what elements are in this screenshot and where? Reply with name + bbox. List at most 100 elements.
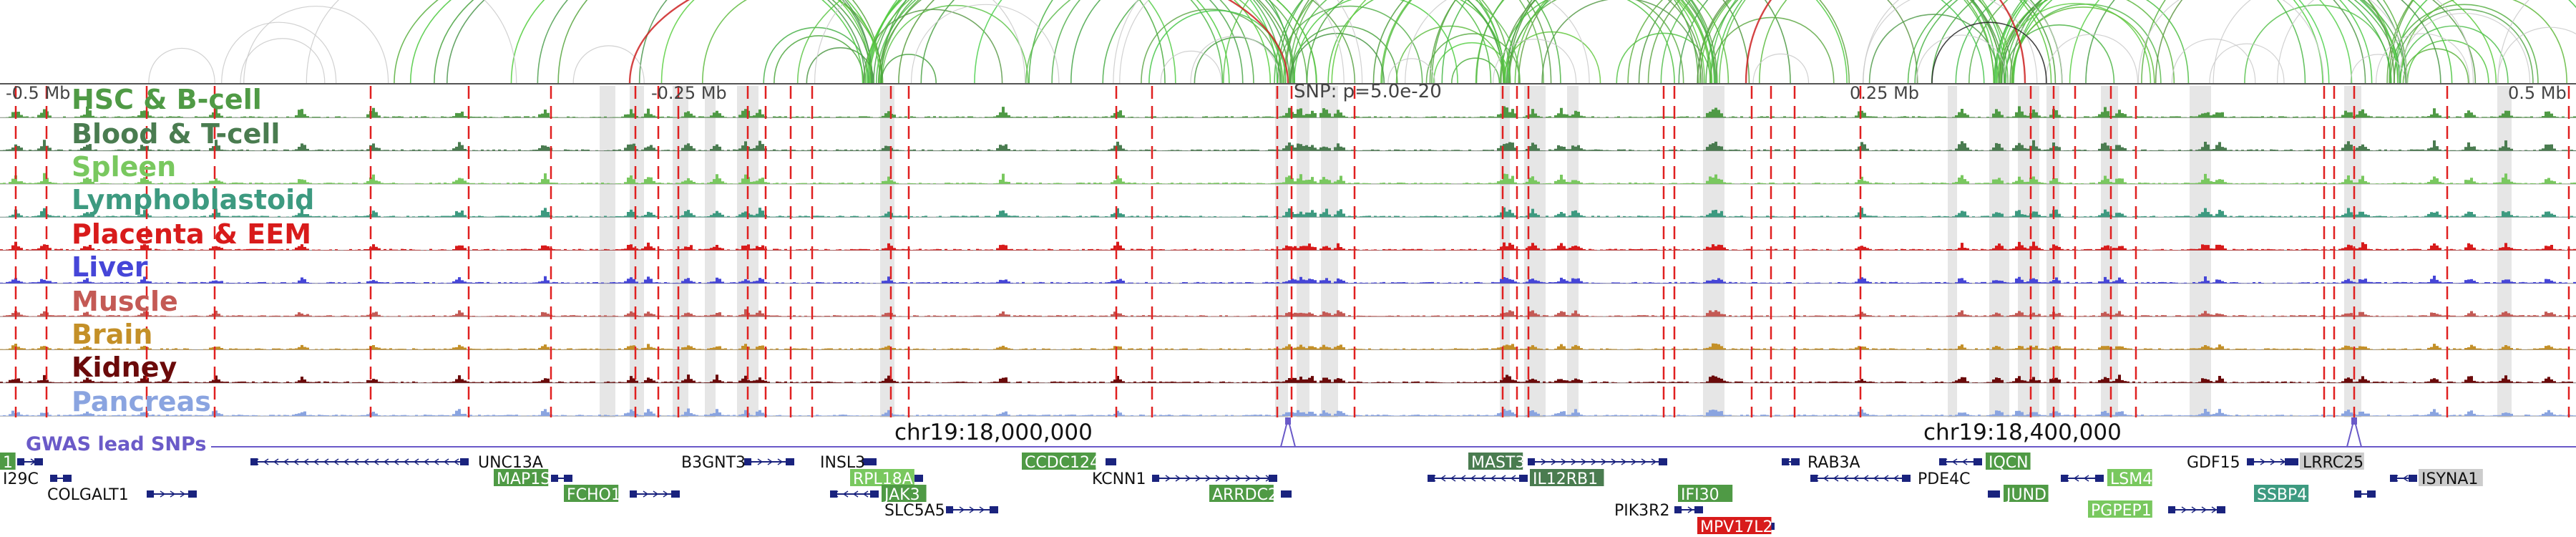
signal-track-fill (0, 374, 2576, 383)
track-label-pancreas: Pancreas (72, 386, 211, 417)
gene-pik3r2[interactable]: PIK3R2 (1614, 502, 1703, 520)
interaction-arc (2004, 0, 2190, 84)
interaction-arc (1293, 0, 1458, 84)
gene-arrdc2[interactable]: ARRDC2 (1209, 485, 1292, 504)
interaction-arc (1277, 5, 1423, 84)
interaction-arc (1119, 0, 1345, 84)
gene-label: MPV17L2 (1700, 518, 1773, 536)
strand-arrow (969, 506, 975, 513)
interaction-arc (2045, 34, 2139, 84)
interaction-arc (638, 0, 873, 84)
gwas-section: GWAS lead SNPs chr19:18,000,000 chr19:18… (26, 417, 2576, 455)
interaction-arc (1194, 37, 1282, 84)
gene-mast3[interactable]: MAST3 (1468, 453, 1667, 472)
highlight-region (705, 86, 716, 417)
gene-pgpep1[interactable]: PGPEP1 (2088, 500, 2225, 520)
coord-label-18000000: chr19:18,000,000 (894, 420, 1093, 445)
gene-ssbp4[interactable]: SSBP4 (2254, 485, 2376, 504)
exon-block (1108, 458, 1116, 465)
strand-arrow (1651, 458, 1657, 465)
interaction-arc (1868, 14, 2000, 84)
gene-gdf15[interactable]: GDF15 (2187, 454, 2293, 472)
gene-i29c[interactable]: I29C (3, 470, 72, 488)
interaction-arc (910, 4, 1060, 84)
gene-ccdc124[interactable]: CCDC124 (1022, 453, 1116, 472)
interaction-arc (2209, 43, 2285, 84)
strand-arrow (1893, 475, 1899, 482)
interaction-arc (2069, 0, 2399, 84)
gene-map1s[interactable]: MAP1S (494, 469, 572, 488)
gene-label: 1 (3, 454, 13, 472)
gene-mpv17l2[interactable]: MPV17L2 (1697, 517, 1775, 536)
interaction-arc (2406, 39, 2489, 84)
strand-arrow (1601, 458, 1607, 465)
interaction-arc (1508, 0, 1684, 84)
strand-arrow (443, 458, 449, 465)
interaction-arc (1331, 0, 1713, 84)
interaction-arc (1425, 33, 1521, 84)
strand-arrow (393, 458, 399, 465)
gene-pde4c[interactable]: PDE4C (1810, 470, 1970, 488)
gene-fcho1[interactable]: FCHO1 (564, 485, 680, 504)
track-label-blood-t-cell: Blood & T-cell (72, 118, 280, 150)
interaction-arc (1284, 0, 1552, 84)
strand-arrow (1631, 458, 1637, 465)
strand-arrow (757, 458, 763, 465)
gene-insl3[interactable]: INSL3 (820, 454, 877, 472)
interaction-arc (1500, 0, 1704, 84)
interaction-arc (1289, 32, 1385, 84)
gwas-snp-triangle (2346, 418, 2363, 448)
interaction-arc (1638, 0, 2005, 84)
interaction-arc (434, 0, 872, 84)
interaction-arc (1518, 0, 1850, 84)
strand-arrow (1843, 475, 1849, 482)
exon-block (2061, 475, 2068, 482)
gene-1[interactable]: 1 (0, 453, 43, 472)
gene-label-bg (1209, 485, 1274, 502)
gene-label: GDF15 (2187, 454, 2240, 472)
gene-b3gnt3[interactable]: B3GNT3 (681, 454, 794, 472)
interaction-arc (1745, 0, 2026, 84)
gene-ifi30[interactable]: IFI30 (1678, 485, 1733, 504)
exon-block (34, 458, 43, 465)
interaction-arc (1998, 0, 2323, 84)
signal-track-fill (0, 173, 2576, 184)
highlight-region (2101, 86, 2118, 417)
gene-lsm4[interactable]: LSM4 (2061, 469, 2152, 488)
gene-label: UNC13A (478, 454, 543, 472)
interaction-arc (1102, 0, 1505, 84)
highlight-region (1948, 86, 1957, 417)
strand-arrow (2270, 458, 2276, 465)
gene-lrrc25[interactable]: LRRC25 (2290, 453, 2364, 472)
strand-arrow (1500, 475, 1506, 482)
strand-arrow (1591, 458, 1597, 465)
gene-isyna1[interactable]: ISYNA1 (2390, 469, 2483, 488)
track-label-placenta-eem: Placenta & EEM (72, 218, 311, 250)
exon-block (63, 475, 72, 482)
exon-block (1991, 490, 2000, 498)
tick-label-0.5: 0.5 Mb (2508, 83, 2567, 103)
highlight-regions (600, 86, 2512, 417)
strand-arrow (313, 458, 319, 465)
exon-block (868, 458, 877, 465)
interaction-arc (2085, 0, 2406, 84)
gene-iqcn[interactable]: IQCN (1939, 453, 2031, 472)
exon-block (990, 506, 998, 513)
gene-jak3[interactable]: JAK3 (830, 485, 927, 504)
gene-il12rb1[interactable]: IL12RB1 (1428, 469, 1604, 488)
gene-jund[interactable]: JUND (1988, 485, 2049, 504)
strand-arrow (842, 490, 849, 498)
gene-rab3a[interactable]: RAB3A (1782, 454, 1860, 472)
strand-arrow (1853, 475, 1859, 482)
gene-slc5a5[interactable]: SLC5A5 (884, 502, 998, 520)
gene-label: JUND (2005, 486, 2046, 504)
gene-kcnn1[interactable]: KCNN1 (1092, 470, 1277, 488)
interaction-arc (1113, 0, 1363, 84)
exon-block (460, 458, 469, 465)
gene-unc13a[interactable]: UNC13A (250, 454, 543, 472)
interaction-arc (2155, 0, 2395, 84)
strand-arrow (1175, 475, 1181, 482)
gene-colgalt1[interactable]: COLGALT1 (47, 486, 197, 504)
exon-block (630, 490, 637, 498)
strand-arrow (1450, 475, 1456, 482)
